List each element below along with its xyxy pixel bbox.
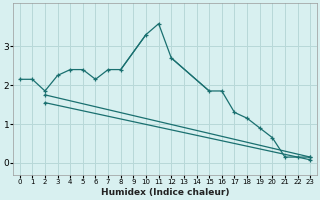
X-axis label: Humidex (Indice chaleur): Humidex (Indice chaleur) xyxy=(101,188,229,197)
